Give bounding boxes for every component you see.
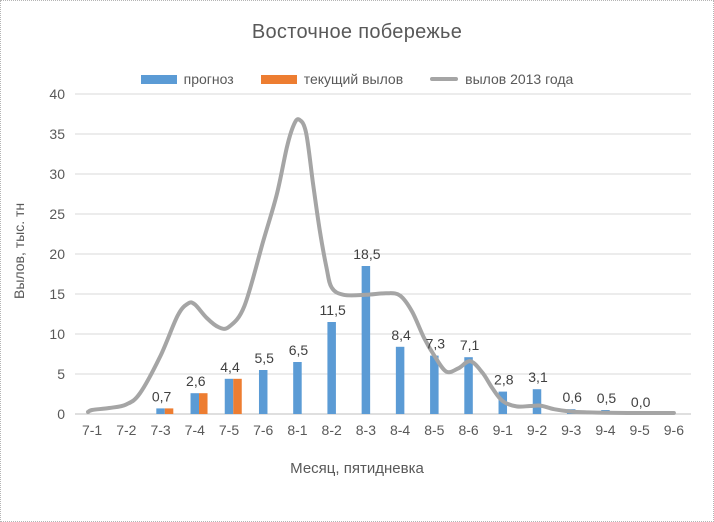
svg-text:30: 30 (49, 166, 65, 182)
svg-text:7-5: 7-5 (219, 422, 239, 438)
legend-item-catch-2013: вылов 2013 года (430, 71, 573, 87)
svg-text:10: 10 (49, 326, 65, 342)
legend-label-forecast: прогноз (183, 71, 234, 87)
legend-item-current-catch: текущий вылов (260, 71, 404, 87)
x-axis-tick-labels: 7-1 7-2 7-3 7-4 7-5 7-6 8-1 8-2 8-3 8-4 8-5 8-6 9-1 9… (82, 422, 684, 438)
svg-text:4,4: 4,4 (220, 359, 240, 375)
current-catch-color-swatch-icon (260, 74, 297, 84)
svg-text:0,5: 0,5 (597, 390, 617, 406)
svg-text:7,1: 7,1 (460, 337, 480, 353)
x-axis-title: Месяц, пятидневка (290, 460, 424, 477)
svg-text:9-2: 9-2 (527, 422, 547, 438)
svg-text:9-5: 9-5 (630, 422, 650, 438)
svg-text:20: 20 (49, 246, 65, 262)
svg-text:9-1: 9-1 (493, 422, 513, 438)
y-axis-tick-labels: 0 5 10 15 20 25 30 35 40 (49, 86, 65, 422)
svg-text:5: 5 (57, 366, 65, 382)
chart-title: Восточное побережье (251, 21, 463, 43)
legend-item-forecast: прогноз (140, 71, 234, 87)
legend-label-current-catch: текущий вылов (303, 71, 404, 87)
svg-text:15: 15 (49, 286, 65, 302)
catch-2013-line-swatch-icon (430, 77, 459, 81)
svg-text:0,0: 0,0 (631, 394, 651, 410)
svg-text:6,5: 6,5 (289, 342, 309, 358)
svg-text:8-1: 8-1 (287, 422, 307, 438)
svg-text:7-6: 7-6 (253, 422, 273, 438)
svg-text:2,6: 2,6 (186, 373, 206, 389)
svg-text:9-4: 9-4 (595, 422, 615, 438)
chart-legend: прогноз текущий вылов вылов 2013 года (1, 71, 713, 87)
svg-text:7-3: 7-3 (150, 422, 170, 438)
svg-text:18,5: 18,5 (353, 246, 380, 262)
svg-text:9-6: 9-6 (664, 422, 684, 438)
svg-text:25: 25 (49, 206, 65, 222)
svg-text:35: 35 (49, 126, 65, 142)
svg-text:0: 0 (57, 406, 65, 422)
svg-text:7-2: 7-2 (116, 422, 136, 438)
svg-text:5,5: 5,5 (254, 350, 274, 366)
gridlines (75, 93, 691, 415)
svg-text:8-6: 8-6 (458, 422, 478, 438)
svg-text:8-3: 8-3 (356, 422, 376, 438)
svg-text:8,4: 8,4 (391, 327, 411, 343)
svg-text:8-4: 8-4 (390, 422, 410, 438)
svg-text:0,6: 0,6 (562, 389, 582, 405)
forecast-bar-series (156, 266, 610, 414)
bar-value-labels: 0,7 2,6 4,4 5,5 6,5 11,5 18,5 8,4 7,3 7,1 2,8 3,1 0,… (152, 246, 651, 410)
svg-text:8-5: 8-5 (424, 422, 444, 438)
svg-text:11,5: 11,5 (320, 302, 346, 318)
current-catch-bar-series (164, 378, 242, 414)
legend-label-catch-2013: вылов 2013 года (465, 71, 574, 87)
svg-text:40: 40 (49, 86, 65, 102)
forecast-color-swatch-icon (140, 74, 177, 84)
svg-text:7,3: 7,3 (426, 336, 446, 352)
svg-text:7-1: 7-1 (82, 422, 102, 438)
svg-text:3,1: 3,1 (528, 369, 548, 385)
svg-text:9-3: 9-3 (561, 422, 581, 438)
svg-text:2,8: 2,8 (494, 372, 514, 388)
svg-text:0,7: 0,7 (152, 388, 172, 404)
svg-text:7-4: 7-4 (185, 422, 205, 438)
catch-2013-line (86, 117, 676, 416)
svg-text:8-2: 8-2 (322, 422, 342, 438)
